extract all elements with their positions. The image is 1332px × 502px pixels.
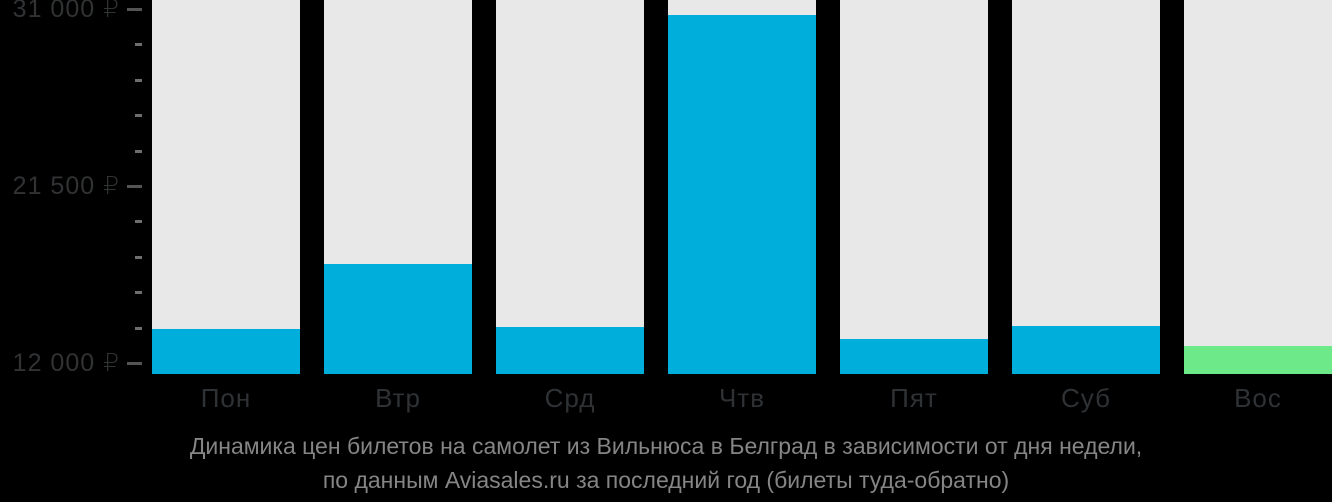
- x-tick-label-sat: Суб: [1061, 383, 1111, 413]
- caption-line-1: Динамика цен билетов на самолет из Вильн…: [189, 433, 1143, 459]
- y-minor-tick: [135, 43, 142, 46]
- x-tick-label-mon: Пон: [200, 383, 252, 413]
- x-tick-label-fri: Пят: [890, 383, 938, 413]
- column-track-wed: [496, 0, 644, 374]
- bar-mon[interactable]: [152, 329, 300, 374]
- y-minor-tick: [135, 114, 142, 117]
- y-major-tick: [127, 362, 142, 365]
- y-tick-label: 21 500 ₽: [12, 172, 120, 200]
- y-major-tick: [127, 8, 142, 11]
- y-tick-label: 12 000 ₽: [12, 349, 120, 377]
- column-track-sun: [1184, 0, 1332, 374]
- bar-tue[interactable]: [324, 264, 472, 374]
- y-minor-tick: [135, 79, 142, 82]
- x-tick-label-thu: Чтв: [718, 383, 766, 413]
- x-tick-label-wed: Срд: [544, 383, 596, 413]
- bar-sun[interactable]: [1184, 346, 1332, 374]
- bar-fri[interactable]: [840, 339, 988, 374]
- y-minor-tick: [135, 291, 142, 294]
- chart-caption: Динамика цен билетов на самолет из Вильн…: [0, 432, 1332, 495]
- y-minor-tick: [135, 256, 142, 259]
- y-minor-tick: [135, 220, 142, 223]
- column-track-mon: [152, 0, 300, 374]
- caption-line-2: по данным Aviasales.ru за последний год …: [322, 467, 1010, 493]
- bar-thu[interactable]: [668, 15, 816, 374]
- y-minor-tick: [135, 150, 142, 153]
- bar-wed[interactable]: [496, 327, 644, 374]
- x-tick-label-tue: Втр: [375, 383, 421, 413]
- y-major-tick: [127, 185, 142, 188]
- bar-sat[interactable]: [1012, 326, 1160, 374]
- y-tick-label: 31 000 ₽: [12, 0, 120, 23]
- column-track-fri: [840, 0, 988, 374]
- x-tick-label-sun: Вос: [1234, 383, 1282, 413]
- column-track-sat: [1012, 0, 1160, 374]
- y-minor-tick: [135, 327, 142, 330]
